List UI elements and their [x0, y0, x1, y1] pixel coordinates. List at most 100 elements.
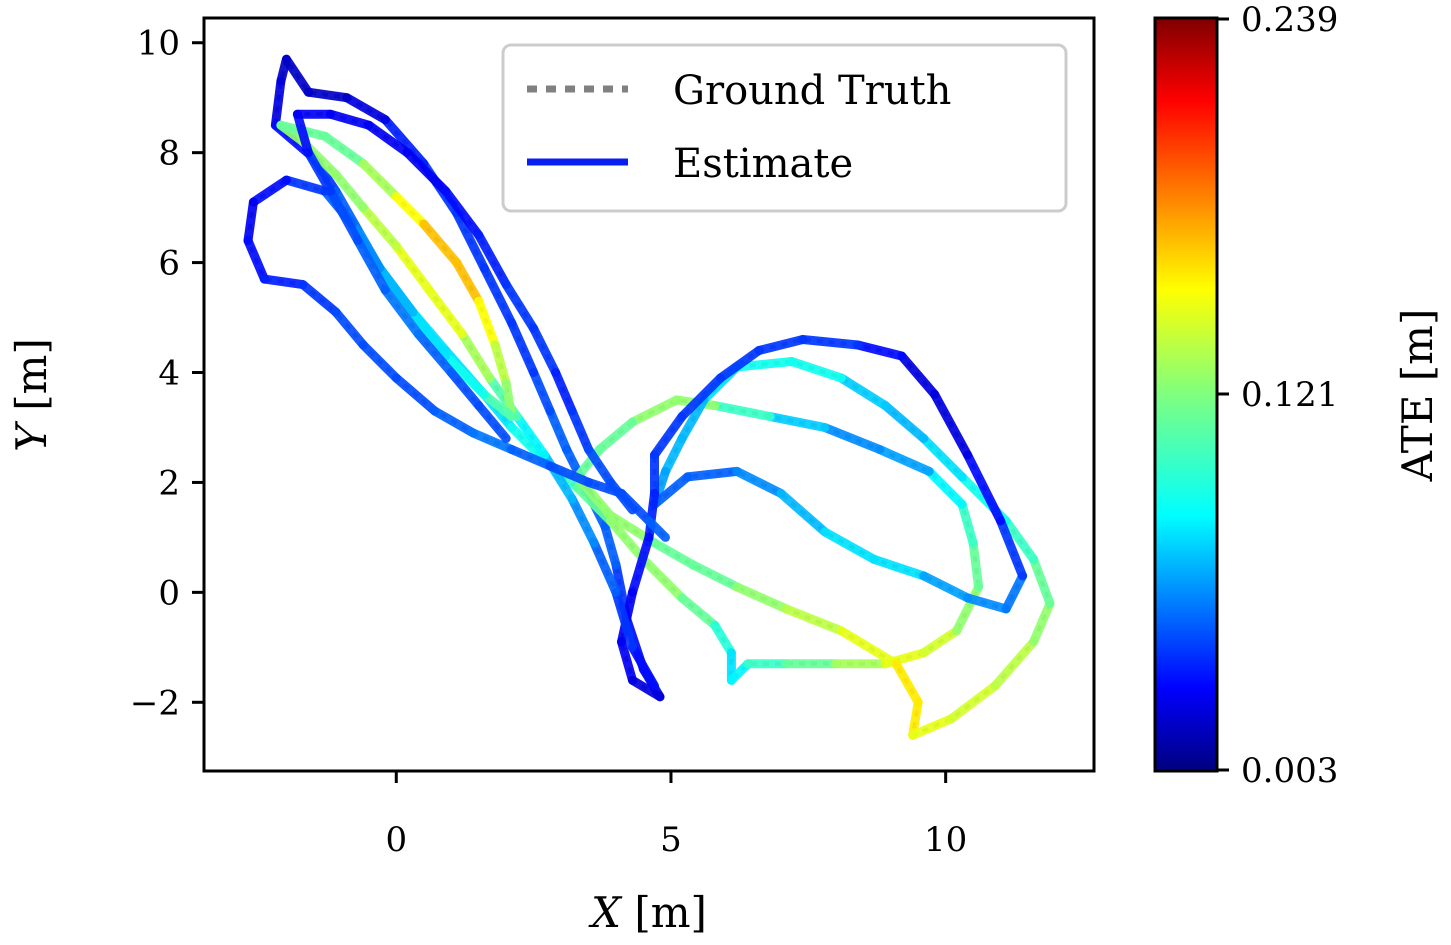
x-axis-label: X [m] [588, 888, 707, 937]
estimate-segment [303, 87, 352, 103]
estimate-segment [452, 258, 484, 306]
estimate-segment [919, 434, 967, 482]
estimate-segment [650, 538, 698, 570]
legend: Ground Truth Estimate [501, 43, 1068, 213]
estimate-segment [820, 423, 885, 454]
x-tick-label: 0 [385, 820, 407, 860]
estimate-segment [243, 197, 258, 246]
estimate-segment [479, 263, 517, 328]
estimate-segment [875, 445, 934, 476]
estimate-segment [441, 351, 489, 399]
y-tick-label: 6 [158, 244, 180, 284]
colorbar-tick-label-mid: 0.121 [1241, 375, 1338, 415]
estimate-segment [836, 626, 901, 669]
legend-label-estimate: Estimate [673, 141, 853, 187]
estimate-segment [836, 373, 890, 410]
estimate-segment [391, 373, 440, 416]
x-axis-label-var: X [588, 888, 623, 937]
estimate-segment [303, 148, 335, 196]
estimate-segment [853, 340, 907, 361]
estimate-segment [661, 434, 687, 476]
estimate-segment [419, 219, 462, 268]
estimate-segment [710, 401, 775, 421]
estimate-segment [1001, 516, 1039, 564]
estimate-segment [446, 368, 484, 410]
estimate-segment [490, 340, 511, 388]
estimate-segment [391, 241, 434, 295]
estimate-segment [644, 488, 659, 542]
estimate-segment [424, 285, 467, 339]
estimate-segment [452, 208, 489, 273]
estimate-segment [946, 681, 1000, 724]
estimate-segment [639, 554, 687, 603]
y-axis-label-unit: [m] [7, 338, 56, 411]
colorbar-tick-label-min: 0.003 [1241, 751, 1338, 791]
estimate-segment [677, 373, 725, 421]
estimate-segment [781, 604, 846, 636]
estimate-segment [441, 186, 484, 240]
estimate-segment [957, 499, 978, 548]
estimate-segment [474, 296, 500, 350]
estimate-segment [358, 203, 401, 251]
estimate-segment [358, 159, 401, 202]
estimate-segment [688, 560, 742, 592]
estimate-segment [281, 175, 330, 196]
estimate-segment [732, 582, 791, 614]
estimate-segment [930, 390, 973, 460]
estimate-segment [545, 461, 594, 487]
estimate-segment [584, 445, 615, 487]
estimate-segment [968, 538, 984, 592]
estimate-segment [600, 521, 621, 570]
estimate-segment [919, 571, 973, 603]
estimate-segment [380, 285, 423, 339]
estimate-segment [650, 412, 687, 460]
estimate-segment [732, 357, 797, 372]
estimate-segment [677, 395, 709, 443]
estimate-segment [457, 329, 495, 383]
estimate-segment [924, 466, 967, 509]
y-axis: −2 0 2 4 6 8 10 [130, 24, 204, 723]
estimate-segment [331, 170, 368, 213]
estimate-segment [281, 54, 313, 97]
estimate-segment [715, 346, 764, 383]
estimate-segment [551, 368, 577, 416]
estimate-segment [1001, 571, 1028, 614]
estimate-segment [628, 675, 665, 702]
estimate-segment [880, 401, 929, 443]
estimate-segment [413, 329, 456, 377]
estimate-segment [364, 120, 412, 158]
estimate-segment [628, 642, 659, 691]
estimate-segment [402, 148, 451, 196]
estimate-segment [628, 532, 654, 597]
estimate-segment [611, 587, 637, 652]
estimate-segment [869, 554, 929, 581]
y-tick-label: 8 [158, 134, 180, 174]
estimate-segment [891, 659, 923, 707]
estimate-segment [501, 280, 539, 333]
estimate-segment [353, 236, 390, 295]
y-tick-label: 4 [158, 354, 180, 394]
x-tick-label: 5 [660, 820, 682, 860]
estimate-segment [952, 582, 984, 636]
estimate-segment [710, 620, 736, 658]
estimate-segment [798, 335, 863, 350]
estimate-segment [990, 637, 1039, 691]
y-tick-label: 2 [158, 463, 180, 503]
x-axis: 0 5 10 [385, 771, 967, 860]
estimate-layer [243, 54, 1055, 740]
estimate-segment [358, 340, 401, 383]
estimate-segment [644, 516, 670, 542]
estimate-segment [589, 538, 621, 597]
estimate-segment [342, 93, 390, 125]
x-tick-label: 10 [924, 820, 967, 860]
estimate-segment [259, 274, 308, 290]
estimate-segment [754, 335, 808, 355]
estimate-segment [617, 637, 637, 685]
estimate-segment [787, 357, 846, 383]
estimate-segment [430, 406, 478, 438]
estimate-segment [897, 351, 940, 399]
estimate-segment [298, 280, 341, 317]
estimate-segment [474, 401, 511, 443]
estimate-segment [270, 76, 286, 130]
estimate-segment [677, 593, 720, 630]
